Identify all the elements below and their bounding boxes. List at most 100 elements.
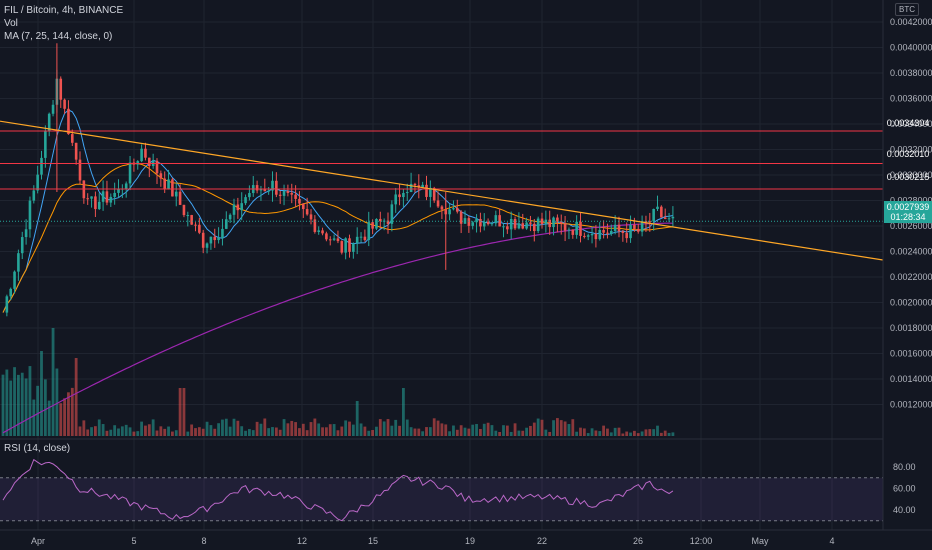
ma-label: MA (7, 25, 144, close, 0) <box>4 31 113 42</box>
current-price-tag: 0.0027939 01:28:34 <box>884 201 932 223</box>
volume-bar <box>259 423 263 436</box>
horizontal-lines[interactable] <box>0 130 883 222</box>
volume-bar <box>82 420 86 436</box>
candle <box>648 212 652 232</box>
volume-bar <box>147 424 151 436</box>
currency-label[interactable]: BTC <box>895 3 919 16</box>
volume-bar <box>613 427 617 436</box>
price-tick-label: 0.0036000 <box>890 94 932 104</box>
volume-bar <box>571 419 575 436</box>
volume-bar <box>244 430 247 436</box>
symbol-legend[interactable]: FIL / Bitcoin, 4h, BINANCE <box>4 5 123 16</box>
candle <box>540 212 544 229</box>
price-tick-label: 0.0028000 <box>890 196 932 206</box>
candle <box>413 182 417 193</box>
volume-bar <box>86 429 90 436</box>
volume-bar <box>224 418 228 436</box>
candle <box>136 160 140 170</box>
candle <box>313 215 317 234</box>
time-tick-label: 15 <box>368 536 378 546</box>
volume-bar <box>40 351 43 436</box>
volume-bar <box>274 427 278 436</box>
volume-bar <box>621 433 625 436</box>
trendline[interactable] <box>0 120 884 261</box>
rsi-tick-label: 60.00 <box>893 484 916 494</box>
candle <box>24 219 28 245</box>
candle <box>209 236 213 250</box>
candle <box>171 177 174 197</box>
ma-legend[interactable]: MA (7, 25, 144, close, 0) <box>4 31 112 42</box>
volume-bar <box>428 427 432 436</box>
volume-bar <box>317 423 321 436</box>
candle <box>552 216 555 236</box>
time-tick-label: 12 <box>297 536 307 546</box>
volume-bar <box>355 401 359 436</box>
candle <box>278 190 282 204</box>
volume-bar <box>178 388 182 436</box>
candle <box>459 210 463 234</box>
volume-bar <box>298 428 301 436</box>
time-axis[interactable]: Apr 5 8 12 15 19 22 26 12:00 May 4 <box>0 529 932 550</box>
volume-bar <box>436 420 440 436</box>
candle <box>509 211 513 240</box>
volume-bar <box>240 426 244 436</box>
volume-bar <box>182 388 186 436</box>
volume-bar <box>648 429 652 436</box>
volume-bar <box>494 430 498 436</box>
price-tick-label: 0.0014000 <box>890 374 932 384</box>
volume-bar <box>167 426 170 436</box>
rsi-label: RSI (14, close) <box>4 443 71 454</box>
volume-bar <box>386 419 390 436</box>
candle <box>621 230 625 242</box>
candle <box>583 232 586 239</box>
volume-bar <box>328 424 332 436</box>
price-axis-bg <box>883 0 932 550</box>
hline-price-tag-1: 0.0034304 <box>886 118 930 128</box>
volume-bar <box>128 427 132 436</box>
volume-bar <box>51 328 55 436</box>
rsi-legend[interactable]: RSI (14, close) <box>4 443 70 454</box>
volume-bar <box>455 429 459 436</box>
volume-bar <box>525 427 528 436</box>
volume-bar <box>236 420 240 436</box>
candle <box>86 193 89 205</box>
volume-bar <box>332 424 336 436</box>
candle <box>363 229 367 242</box>
rsi-pane <box>0 438 883 522</box>
candle <box>32 185 36 204</box>
volume-bar <box>594 430 598 436</box>
volume-bar <box>47 400 51 436</box>
candle <box>59 76 63 108</box>
candle <box>325 231 328 242</box>
price-axis[interactable]: 0.0042000 0.0040000 0.0038000 0.0036000 0.00… <box>882 0 932 550</box>
volume-bar <box>267 428 271 436</box>
volume-legend[interactable]: Vol <box>4 18 18 29</box>
volume-bar <box>132 431 136 436</box>
candle <box>221 218 224 246</box>
candle <box>217 227 220 244</box>
volume-bar <box>59 403 63 436</box>
candle <box>117 179 120 198</box>
candle <box>671 206 675 227</box>
candle <box>394 187 397 213</box>
candle <box>352 242 355 259</box>
candle <box>74 142 78 165</box>
time-tick-label: 26 <box>633 536 643 546</box>
candle <box>440 205 444 220</box>
volume-bar <box>1 374 5 436</box>
candle <box>575 215 578 239</box>
symbol-title[interactable]: FIL / Bitcoin, 4h, BINANCE <box>4 5 124 16</box>
time-tick-label: 22 <box>537 536 547 546</box>
volume-bar <box>348 421 351 436</box>
candle <box>529 215 532 232</box>
candle <box>251 176 255 197</box>
candle <box>17 249 20 281</box>
candle <box>590 226 594 244</box>
price-tick-label: 0.0020000 <box>890 298 932 308</box>
volume-bar <box>151 419 155 436</box>
candle <box>386 212 390 234</box>
candle <box>348 234 351 258</box>
volume-bar <box>109 429 113 436</box>
candle <box>101 180 105 211</box>
